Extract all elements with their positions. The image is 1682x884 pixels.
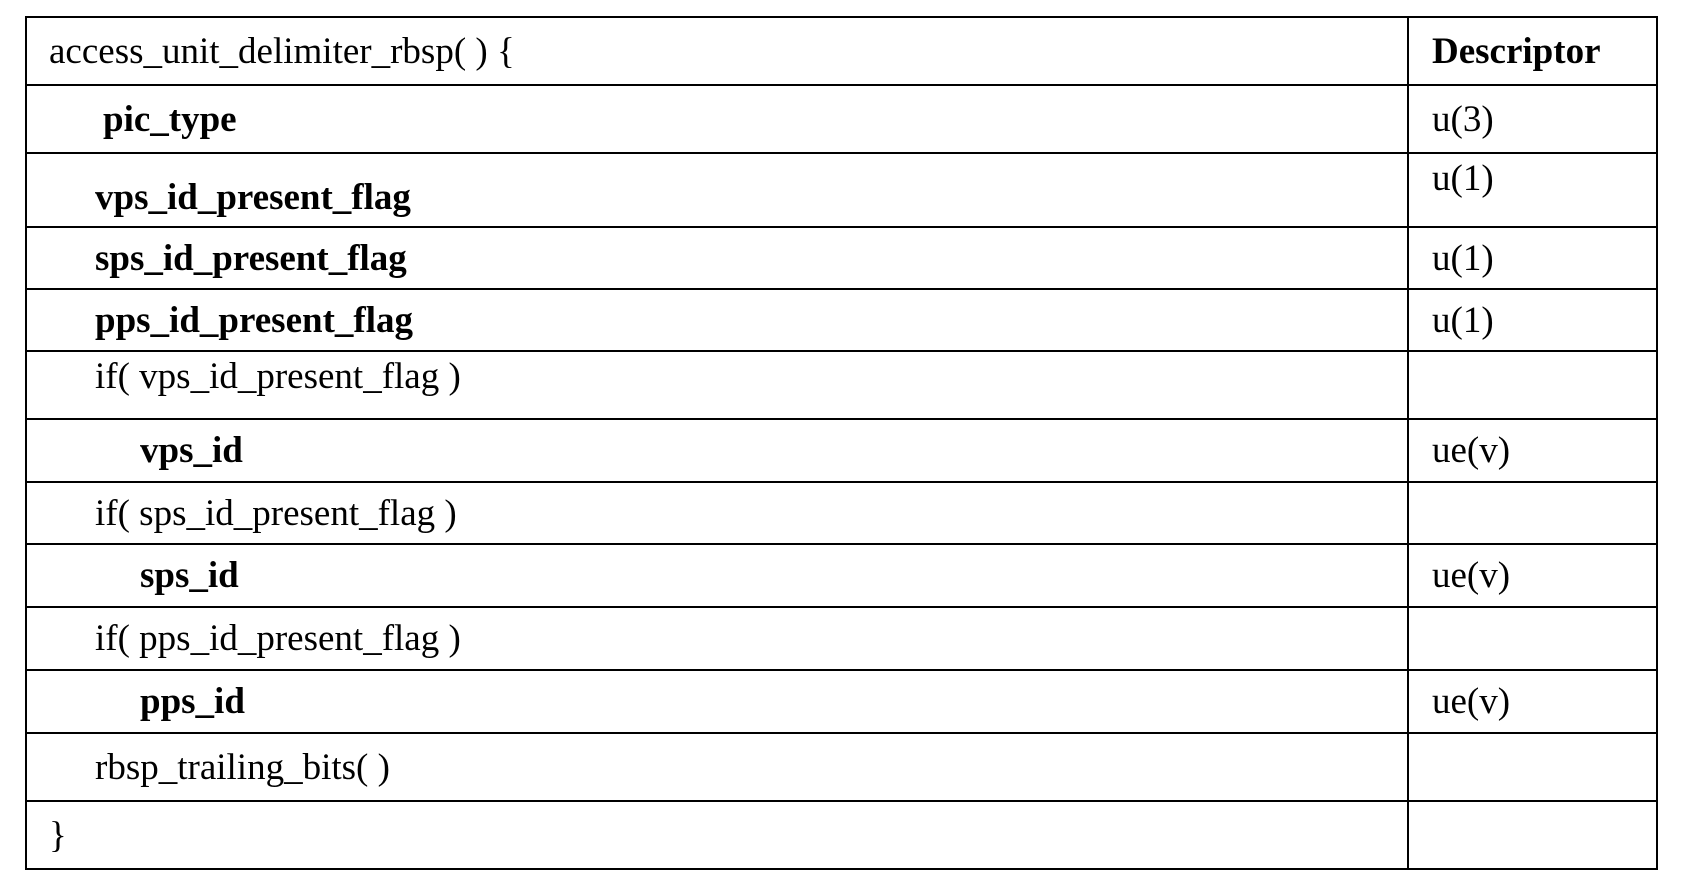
table-row: vps_id_present_flag u(1)	[26, 153, 1657, 227]
descriptor-cell	[1408, 482, 1657, 544]
syntax-cell: sps_id_present_flag	[26, 227, 1408, 289]
descriptor-cell: u(1)	[1408, 289, 1657, 351]
table-row: if( pps_id_present_flag )	[26, 607, 1657, 670]
syntax-cell: sps_id	[26, 544, 1408, 607]
table-row: sps_id_present_flag u(1)	[26, 227, 1657, 289]
table-row: pps_id_present_flag u(1)	[26, 289, 1657, 351]
descriptor-cell: u(1)	[1408, 153, 1657, 227]
syntax-cell: if( pps_id_present_flag )	[26, 607, 1408, 670]
descriptor-cell	[1408, 607, 1657, 670]
table-row: rbsp_trailing_bits( )	[26, 733, 1657, 801]
descriptor-cell: ue(v)	[1408, 670, 1657, 733]
syntax-cell: rbsp_trailing_bits( )	[26, 733, 1408, 801]
descriptor-cell	[1408, 801, 1657, 869]
table-row: pps_id ue(v)	[26, 670, 1657, 733]
table-row: if( sps_id_present_flag )	[26, 482, 1657, 544]
syntax-cell: pps_id	[26, 670, 1408, 733]
syntax-cell: if( sps_id_present_flag )	[26, 482, 1408, 544]
table-row: vps_id ue(v)	[26, 419, 1657, 482]
syntax-cell: vps_id	[26, 419, 1408, 482]
syntax-cell: }	[26, 801, 1408, 869]
descriptor-cell	[1408, 351, 1657, 419]
descriptor-cell: u(3)	[1408, 85, 1657, 153]
syntax-cell: vps_id_present_flag	[26, 153, 1408, 227]
table-row: if( vps_id_present_flag )	[26, 351, 1657, 419]
table-header-row: access_unit_delimiter_rbsp( ) { Descript…	[26, 17, 1657, 85]
descriptor-cell: ue(v)	[1408, 419, 1657, 482]
syntax-cell: pps_id_present_flag	[26, 289, 1408, 351]
descriptor-cell: u(1)	[1408, 227, 1657, 289]
descriptor-cell	[1408, 733, 1657, 801]
table-row: pic_type u(3)	[26, 85, 1657, 153]
descriptor-header: Descriptor	[1408, 17, 1657, 85]
syntax-cell: if( vps_id_present_flag )	[26, 351, 1408, 419]
descriptor-cell: ue(v)	[1408, 544, 1657, 607]
syntax-table: access_unit_delimiter_rbsp( ) { Descript…	[25, 16, 1658, 870]
table-row: sps_id ue(v)	[26, 544, 1657, 607]
table-row: }	[26, 801, 1657, 869]
syntax-cell: pic_type	[26, 85, 1408, 153]
syntax-header: access_unit_delimiter_rbsp( ) {	[26, 17, 1408, 85]
